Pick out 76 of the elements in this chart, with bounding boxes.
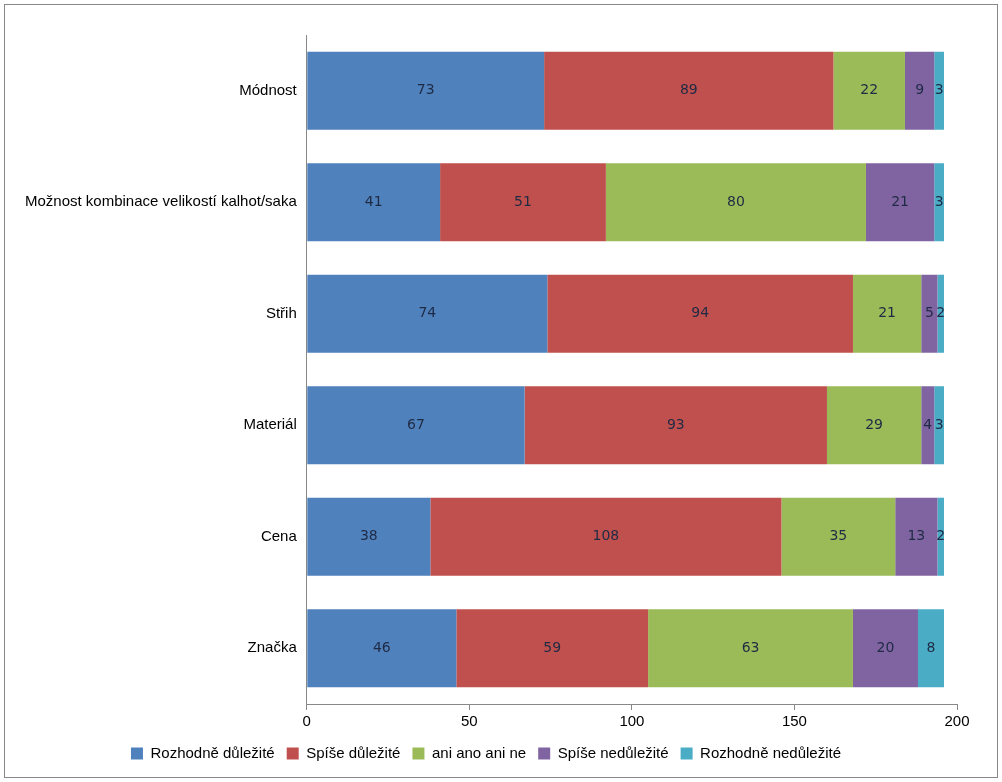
data-label: 3: [934, 415, 944, 432]
bar: [833, 51, 905, 130]
bar: [544, 51, 834, 130]
data-label: 3: [934, 192, 944, 209]
y-tick-label: Módnost: [239, 80, 298, 98]
data-label: 63: [741, 638, 760, 655]
bar: [307, 609, 457, 688]
bar: [307, 386, 525, 465]
data-label: 67: [407, 415, 425, 432]
data-label: 29: [865, 415, 884, 432]
data-label: 51: [514, 192, 532, 209]
data-label: 3: [934, 81, 944, 98]
data-label: 41: [364, 192, 383, 209]
bar: [921, 274, 938, 353]
bar: [307, 51, 545, 130]
bar: [648, 609, 853, 688]
data-label: 2: [936, 527, 946, 544]
bar: [934, 386, 944, 465]
x-tick-label: 100: [619, 712, 645, 730]
bar: [307, 163, 441, 242]
bar: [826, 386, 922, 465]
y-tick-label: Značka: [247, 638, 298, 656]
bar: [440, 163, 606, 242]
data-label: 13: [907, 527, 926, 544]
x-tick-label: 200: [944, 712, 970, 730]
bar: [456, 609, 649, 688]
data-label: 35: [829, 527, 848, 544]
bar: [937, 274, 944, 353]
x-tick-label: 0: [302, 712, 311, 730]
bar: [547, 274, 853, 353]
bar: [852, 609, 918, 688]
data-label: 38: [359, 527, 378, 544]
bar: [917, 609, 944, 688]
data-label: 5: [924, 304, 934, 321]
x-tick-label: 150: [781, 712, 807, 730]
legend-label: Spíše důležité: [306, 743, 401, 761]
bar: [605, 163, 866, 242]
data-label: 74: [418, 304, 437, 321]
y-tick-label: Cena: [260, 526, 298, 544]
legend-label: Rozhodně nedůležité: [700, 743, 842, 761]
data-label: 21: [891, 192, 910, 209]
data-label: 4: [923, 415, 933, 432]
bar: [781, 497, 896, 576]
data-label: 9: [915, 81, 925, 98]
legend-label: Rozhodně důležité: [150, 743, 275, 761]
bar: [430, 497, 782, 576]
bar: [307, 274, 548, 353]
data-label: 22: [860, 81, 879, 98]
x-tick-label: 50: [461, 712, 478, 730]
bar: [921, 386, 935, 465]
data-label: 73: [416, 81, 435, 98]
data-label: 89: [679, 81, 698, 98]
y-tick-label: Střih: [265, 303, 297, 321]
bar: [865, 163, 935, 242]
data-label: 94: [691, 304, 710, 321]
bar: [934, 163, 944, 242]
data-label: 8: [926, 638, 936, 655]
bar: [852, 274, 922, 353]
bar: [524, 386, 827, 465]
bar: [937, 497, 944, 576]
data-label: 108: [592, 527, 620, 544]
bar: [934, 51, 944, 130]
data-label: 93: [666, 415, 685, 432]
bar: [904, 51, 935, 130]
legend-label: Spíše nedůležité: [557, 743, 669, 761]
bar: [307, 497, 431, 576]
data-label: 2: [936, 304, 946, 321]
y-tick-label: Možnost kombinace velikostí kalhot/saka: [25, 192, 298, 210]
bar: [895, 497, 938, 576]
data-label: 46: [372, 638, 391, 655]
data-label: 21: [878, 304, 897, 321]
data-label: 59: [543, 638, 562, 655]
data-label: 80: [727, 192, 745, 209]
data-label: 20: [876, 638, 895, 655]
legend-label: ani ano ani ne: [431, 743, 527, 761]
y-tick-label: Materiál: [243, 415, 297, 433]
